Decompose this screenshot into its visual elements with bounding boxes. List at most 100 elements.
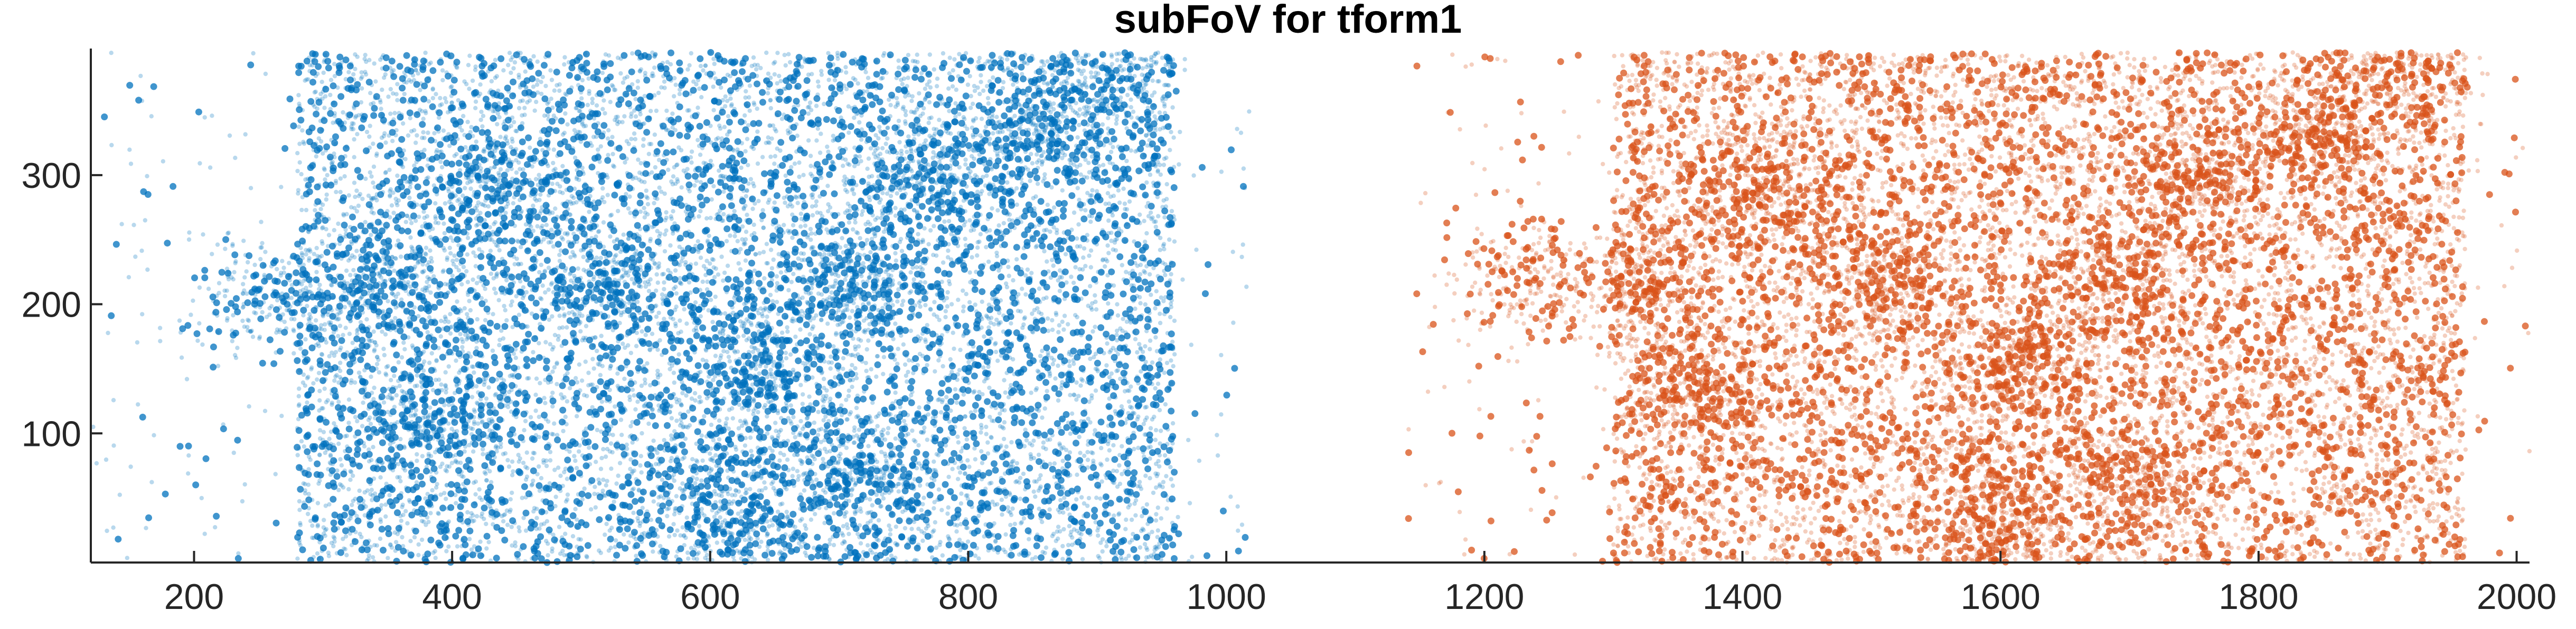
- scatter-point: [350, 502, 354, 508]
- scatter-point: [797, 339, 804, 347]
- scatter-point: [561, 428, 566, 434]
- scatter-point: [893, 436, 898, 441]
- scatter-point: [513, 128, 518, 134]
- scatter-point: [480, 441, 486, 447]
- scatter-point: [773, 192, 781, 199]
- scatter-point: [416, 314, 421, 319]
- scatter-point: [473, 264, 478, 269]
- scatter-point: [766, 85, 771, 91]
- scatter-point: [552, 88, 557, 93]
- scatter-point: [732, 234, 737, 239]
- scatter-point: [1093, 388, 1098, 393]
- scatter-point: [870, 550, 875, 555]
- scatter-point: [1153, 428, 1159, 433]
- scatter-point: [1017, 552, 1022, 557]
- scatter-point: [841, 501, 849, 508]
- scatter-point: [814, 533, 821, 541]
- scatter-point: [1112, 220, 1119, 227]
- scatter-point: [638, 161, 643, 166]
- scatter-point: [533, 393, 538, 397]
- scatter-point: [1001, 80, 1006, 84]
- scatter-point: [765, 335, 770, 340]
- scatter-point: [446, 364, 451, 369]
- scatter-point: [264, 314, 269, 319]
- scatter-point: [1144, 307, 1151, 314]
- scatter-point: [610, 135, 615, 139]
- scatter-point: [559, 382, 566, 389]
- scatter-point: [503, 308, 507, 312]
- scatter-point: [199, 495, 204, 501]
- scatter-point: [493, 323, 501, 330]
- scatter-point: [922, 425, 927, 430]
- scatter-point: [506, 395, 511, 400]
- scatter-point: [626, 540, 631, 545]
- scatter-point: [514, 373, 522, 380]
- scatter-point: [717, 168, 721, 173]
- scatter-point: [904, 433, 909, 438]
- scatter-point: [461, 113, 466, 119]
- scatter-point: [1002, 420, 1007, 425]
- scatter-point: [541, 62, 548, 69]
- scatter-point: [557, 525, 562, 529]
- scatter-point: [771, 61, 776, 66]
- scatter-point: [709, 422, 714, 427]
- scatter-point: [866, 521, 870, 526]
- scatter-point: [1005, 211, 1010, 215]
- scatter-point: [552, 468, 557, 472]
- scatter-point: [441, 221, 446, 226]
- scatter-point: [963, 209, 968, 214]
- scatter-point: [748, 435, 753, 440]
- scatter-point: [455, 544, 460, 549]
- scatter-point: [584, 323, 589, 329]
- scatter-point: [468, 319, 473, 325]
- scatter-point: [217, 281, 222, 285]
- scatter-point: [524, 450, 529, 455]
- scatter-point: [300, 128, 305, 133]
- scatter-point: [487, 237, 492, 242]
- scatter-point: [662, 287, 666, 292]
- scatter-point: [434, 485, 439, 490]
- scatter-point: [625, 182, 631, 187]
- scatter-point: [484, 179, 489, 184]
- scatter-point: [734, 138, 741, 145]
- scatter-point: [947, 71, 952, 76]
- scatter-point: [1124, 517, 1129, 522]
- scatter-point: [639, 383, 644, 388]
- scatter-point: [901, 299, 906, 303]
- scatter-point: [336, 441, 341, 446]
- scatter-point: [754, 139, 759, 144]
- scatter-point: [348, 256, 353, 261]
- scatter-point: [932, 224, 936, 228]
- scatter-point: [690, 457, 695, 462]
- scatter-point: [295, 69, 303, 77]
- scatter-point: [455, 159, 463, 167]
- scatter-point: [240, 499, 245, 504]
- scatter-point: [244, 269, 249, 274]
- scatter-point: [887, 51, 894, 59]
- scatter-point: [538, 555, 545, 563]
- scatter-point: [762, 276, 767, 281]
- scatter-point: [988, 415, 992, 420]
- scatter-point: [726, 119, 733, 126]
- scatter-point: [111, 525, 116, 530]
- scatter-point: [528, 415, 533, 420]
- scatter-point: [1191, 410, 1199, 417]
- scatter-point: [454, 358, 458, 363]
- scatter-point: [908, 328, 914, 333]
- scatter-point: [807, 332, 812, 337]
- scatter-point: [908, 236, 915, 244]
- scatter-point: [775, 146, 779, 151]
- scatter-point: [345, 425, 353, 433]
- scatter-point: [881, 496, 886, 501]
- scatter-point: [471, 277, 475, 282]
- scatter-point: [941, 260, 946, 265]
- scatter-point: [553, 494, 558, 499]
- scatter-point: [386, 299, 390, 303]
- scatter-point: [981, 88, 986, 93]
- scatter-point: [821, 418, 826, 423]
- scatter-point: [1164, 506, 1169, 511]
- scatter-point: [791, 415, 796, 420]
- scatter-point: [511, 351, 516, 356]
- scatter-point: [921, 247, 928, 255]
- scatter-point: [368, 170, 372, 175]
